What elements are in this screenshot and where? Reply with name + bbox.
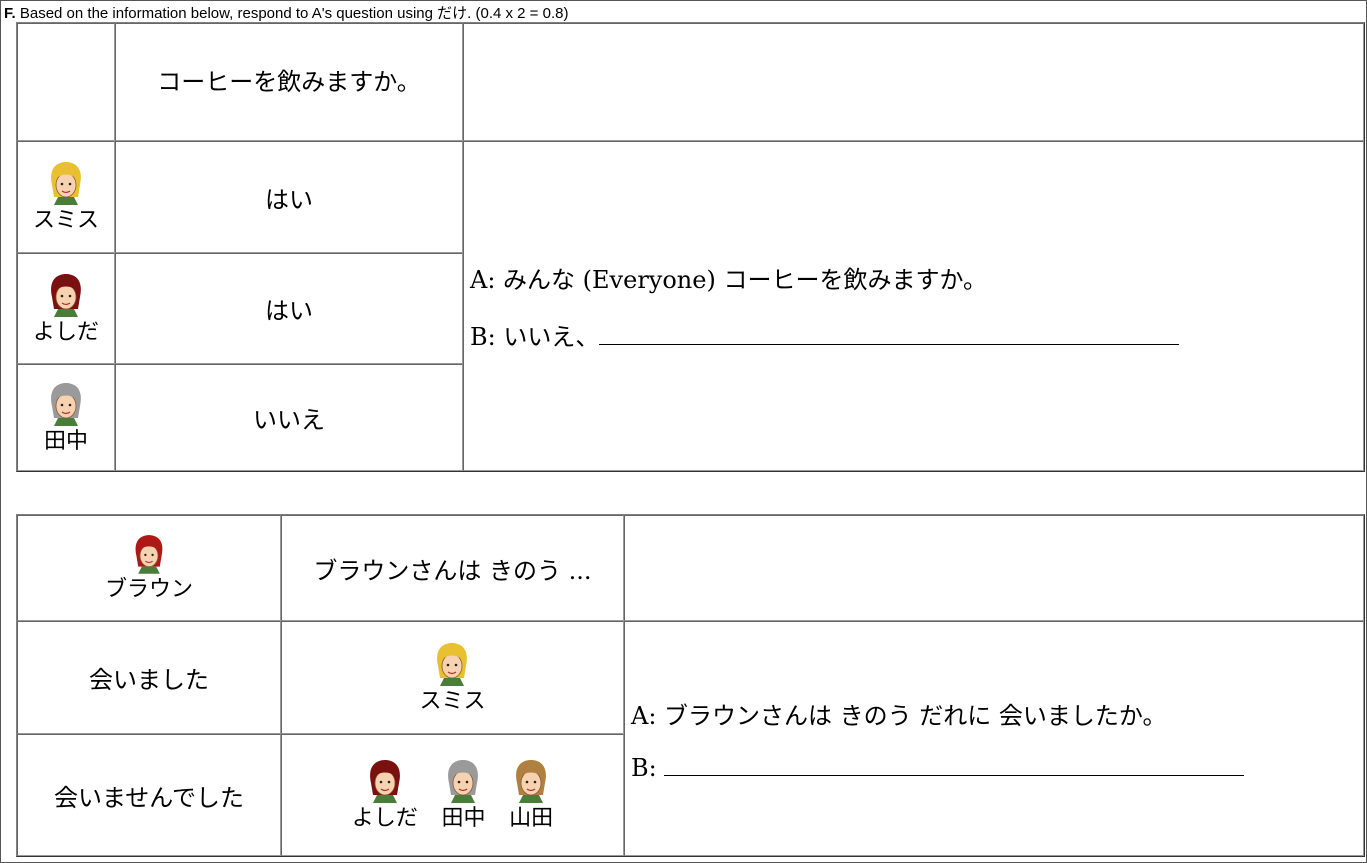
dialogue-cell: A: ブラウンさんは きのう だれに 会いましたか。 B: <box>624 621 1364 856</box>
person-name: ブラウン <box>104 577 193 602</box>
face-icon <box>432 642 472 686</box>
person: スミス <box>419 642 486 714</box>
person-cell: スミス <box>17 141 115 253</box>
answer-cell: はい <box>115 253 463 364</box>
person: 山田 <box>509 759 553 831</box>
person-cell: よしだ <box>17 253 115 364</box>
face-icon <box>365 759 405 803</box>
empty-cell <box>463 23 1364 141</box>
person: 田中 <box>441 759 486 831</box>
meeting-table: ブラウン ブラウンさんは きのう ... 会いました スミス A: ブラウンさん… <box>16 514 1365 857</box>
coffee-table: コーヒーを飲みますか。 スミス はい A: みんな (Everyone) コーヒ… <box>16 22 1365 472</box>
instruction: F. Based on the information below, respo… <box>4 2 568 23</box>
face-icon <box>46 382 86 426</box>
dialogue-b: B: <box>631 753 665 782</box>
person-name: 田中 <box>441 806 486 831</box>
question-cell: コーヒーを飲みますか。 <box>115 23 463 141</box>
face-icon <box>511 759 551 803</box>
item-label: F. <box>4 5 16 22</box>
answer-cell: いいえ <box>115 364 463 471</box>
question-cell: ブラウンさんは きのう ... <box>281 515 624 621</box>
dialogue-a: A: みんな (Everyone) コーヒーを飲みますか。 <box>470 266 987 294</box>
names-cell: スミス <box>281 621 624 734</box>
names-cell: よしだ 田中 山田 <box>281 734 624 856</box>
dialogue-cell: A: みんな (Everyone) コーヒーを飲みますか。 B: いいえ、 <box>463 141 1364 471</box>
subject-cell: ブラウン <box>17 515 281 621</box>
face-icon <box>46 273 86 317</box>
person-name: よしだ <box>351 806 418 831</box>
dialogue-a: A: ブラウンさんは きのう だれに 会いましたか。 <box>631 701 1167 730</box>
dialogue-b-line: B: <box>631 753 1363 782</box>
person: よしだ <box>352 759 418 831</box>
person-name: 山田 <box>509 806 554 831</box>
verb-cell: 会いませんでした <box>17 734 281 856</box>
face-icon <box>131 534 167 574</box>
person-name: スミス <box>32 208 99 233</box>
empty-cell <box>17 23 115 141</box>
answer-cell: はい <box>115 141 463 253</box>
person-name: 田中 <box>43 428 88 454</box>
face-icon <box>46 161 86 205</box>
person-name: スミス <box>419 688 486 714</box>
answer-blank <box>599 322 1180 345</box>
answer-blank <box>664 753 1245 776</box>
face-icon <box>443 759 483 803</box>
person-cell: 田中 <box>17 364 115 471</box>
empty-cell <box>624 515 1364 621</box>
person-name: よしだ <box>32 319 99 345</box>
dialogue-b-line: B: いいえ、 <box>470 317 1363 352</box>
instruction-text: Based on the information below, respond … <box>19 5 569 22</box>
verb-cell: 会いました <box>17 621 281 734</box>
dialogue-b: B: いいえ、 <box>470 323 600 351</box>
